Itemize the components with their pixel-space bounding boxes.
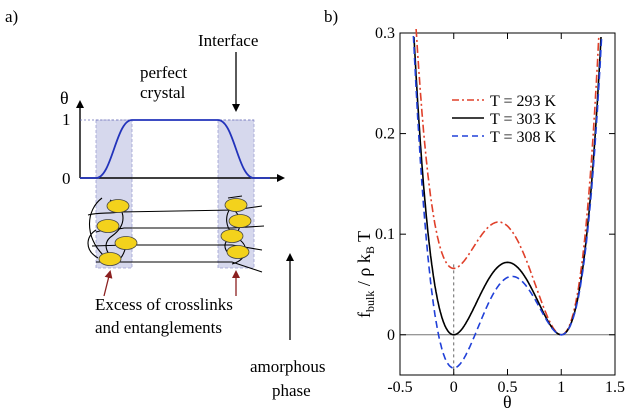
plot-frame — [399, 32, 616, 376]
series-line-2 — [413, 36, 602, 336]
x-tick-label: 1.5 — [605, 379, 625, 396]
series-line-1 — [415, 28, 600, 336]
perfect-crystal-line2: crystal — [140, 83, 186, 102]
x-tick-label: 0 — [450, 379, 458, 396]
amorphous-line1: amorphous — [250, 357, 326, 376]
right-interface-band — [217, 119, 255, 269]
excess-line2: and entanglements — [95, 318, 222, 337]
panel-b: b) -0.5 0 0.5 1 1.5 0 0.1 0.2 0.3 T = 293 K T = … — [324, 7, 625, 408]
legend-label-303: T = 303 K — [490, 111, 557, 128]
excess-arrow-left — [103, 270, 113, 297]
profile-tick-0: 0 — [62, 169, 71, 188]
series-line-3 — [412, 35, 603, 369]
x-tick-label: 0.5 — [498, 379, 518, 396]
crosslink-nodes — [96, 198, 252, 266]
excess-line1: Excess of crosslinks — [95, 295, 233, 314]
amorphous-line2: phase — [272, 381, 311, 400]
x-tick-label: 1 — [557, 379, 565, 396]
legend-label-308: T = 308 K — [490, 129, 557, 146]
order-parameter-profile — [80, 119, 270, 179]
panel-b-label: b) — [324, 7, 338, 26]
panel-a-label: a) — [5, 7, 18, 26]
legend: T = 293 K T = 303 K T = 308 K — [452, 93, 557, 146]
y-tick-label: 0.2 — [375, 126, 395, 143]
profile-y-label: θ — [60, 88, 69, 108]
legend-label-293: T = 293 K — [490, 93, 557, 110]
y-tick-label: 0 — [387, 327, 395, 344]
interface-label: Interface — [198, 31, 258, 50]
perfect-crystal-line1: perfect — [140, 63, 187, 82]
x-tick-label: -0.5 — [387, 379, 412, 396]
y-tick-label: 0.1 — [375, 226, 395, 243]
y-axis-label: fbulk / ρ kB T — [354, 231, 377, 318]
y-tick-label: 0.3 — [375, 25, 395, 42]
x-axis-label: θ — [503, 392, 512, 408]
plot-elements: -0.5 0 0.5 1 1.5 0 0.1 0.2 0.3 — [375, 25, 625, 396]
profile-tick-1: 1 — [62, 110, 71, 129]
panel-a: a) θ 1 0 Interface perfect crystal — [5, 7, 326, 400]
